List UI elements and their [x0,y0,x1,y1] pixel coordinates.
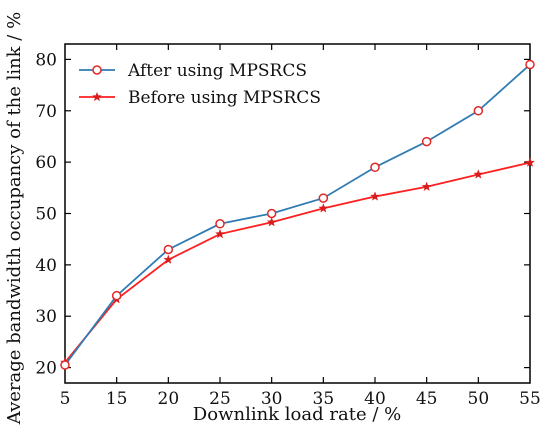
data-point-before [215,228,225,239]
legend: After using MPSRCS Before using MPSRCS [79,61,321,108]
y-tick-label: 20 [35,359,57,379]
data-point-after [111,290,122,301]
data-point-before [163,254,174,264]
data-point-after [266,208,277,219]
data-point-after [215,219,225,229]
data-point-before [370,191,380,201]
data-point-after [163,244,174,255]
x-axis-title: Downlink load rate / % [193,404,401,425]
series-line-after [64,63,531,366]
y-tick-label: 80 [35,50,57,70]
data-point-after [370,162,380,173]
y-tick-label: 50 [35,205,57,225]
x-tick-label: 25 [209,389,231,409]
series-group [60,59,535,370]
series-after [60,59,535,370]
x-tick-label: 40 [364,389,386,409]
data-point-after [473,106,484,116]
legend-marker-before [92,91,102,102]
y-tick-label: 70 [35,102,57,122]
data-point-before [318,203,329,213]
legend-label-before: Before using MPSRCS [128,88,321,108]
data-point-before [421,181,432,191]
legend-label-after: After using MPSRCS [127,61,307,81]
x-tick-label: 55 [519,389,541,409]
data-point-before [266,217,277,227]
data-point-after [525,59,535,70]
series-before [60,157,535,367]
axis-ticks: 5 15 20 25 30 35 40 45 50 55 20 30 40 50 60 70 80 [35,44,541,409]
x-tick-label: 20 [158,389,180,409]
data-point-after [60,360,70,370]
data-point-before [473,169,484,179]
data-point-after [421,136,432,147]
series-line-before [64,161,531,364]
data-point-before [525,157,535,167]
x-tick-label: 5 [60,389,71,409]
data-point-after [318,193,329,203]
x-tick-label: 35 [313,389,335,409]
y-tick-label: 40 [35,256,57,276]
y-tick-label: 30 [35,307,57,327]
legend-marker-after [92,65,102,75]
x-tick-label: 45 [416,389,438,409]
x-tick-label: 15 [106,389,128,409]
x-tick-label: 30 [261,389,283,409]
x-tick-label: 50 [468,389,490,409]
y-axis-title: Average bandwidth occupancy of the link … [4,12,25,425]
y-tick-label: 60 [35,153,57,173]
